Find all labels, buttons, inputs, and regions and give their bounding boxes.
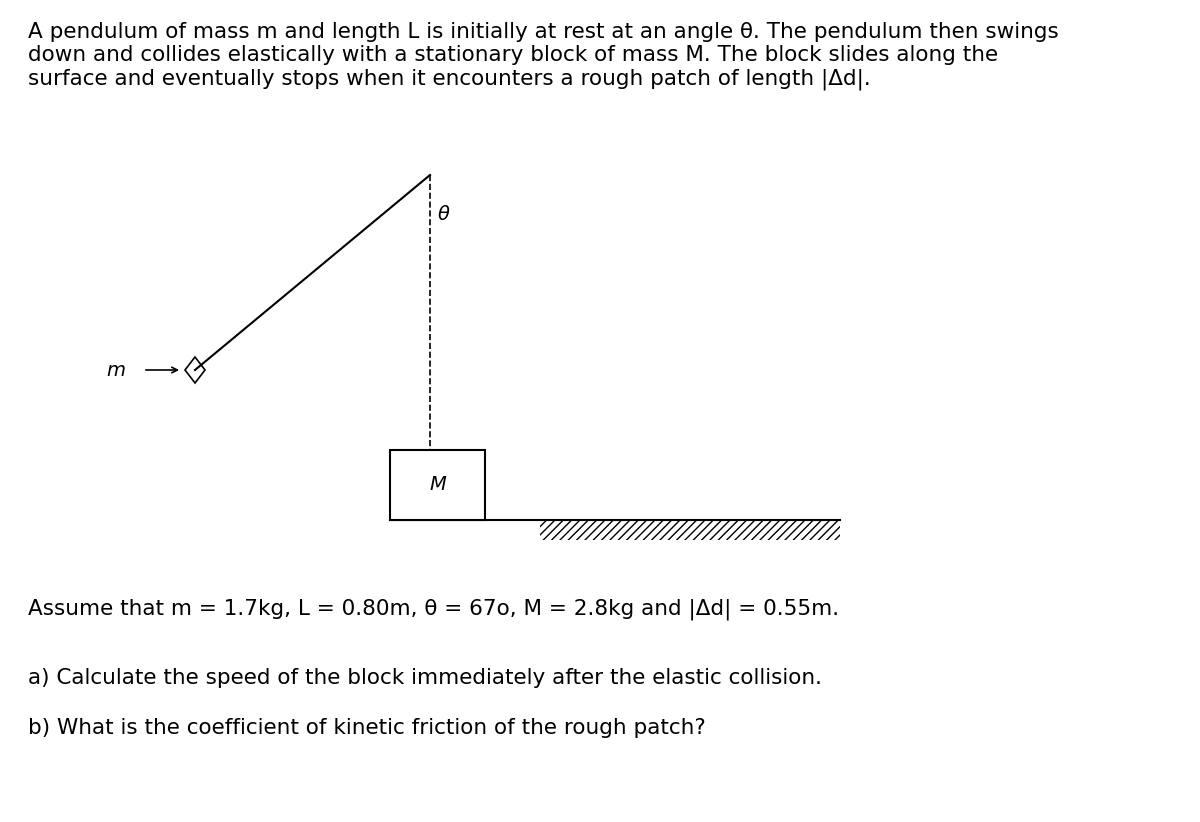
Text: m: m	[106, 361, 125, 380]
Text: M: M	[430, 475, 446, 495]
Text: θ: θ	[438, 205, 450, 224]
Text: a) Calculate the speed of the block immediately after the elastic collision.: a) Calculate the speed of the block imme…	[28, 668, 822, 688]
Bar	[390, 450, 485, 520]
Text: b) What is the coefficient of kinetic friction of the rough patch?: b) What is the coefficient of kinetic fr…	[28, 718, 706, 738]
Bar	[540, 520, 840, 540]
Text: A pendulum of mass m and length L is initially at rest at an angle θ. The pendul: A pendulum of mass m and length L is ini…	[28, 22, 1058, 90]
Text: Assume that m = 1.7kg, L = 0.80m, θ = 67o, M = 2.8kg and |Δd| = 0.55m.: Assume that m = 1.7kg, L = 0.80m, θ = 67…	[28, 598, 839, 620]
